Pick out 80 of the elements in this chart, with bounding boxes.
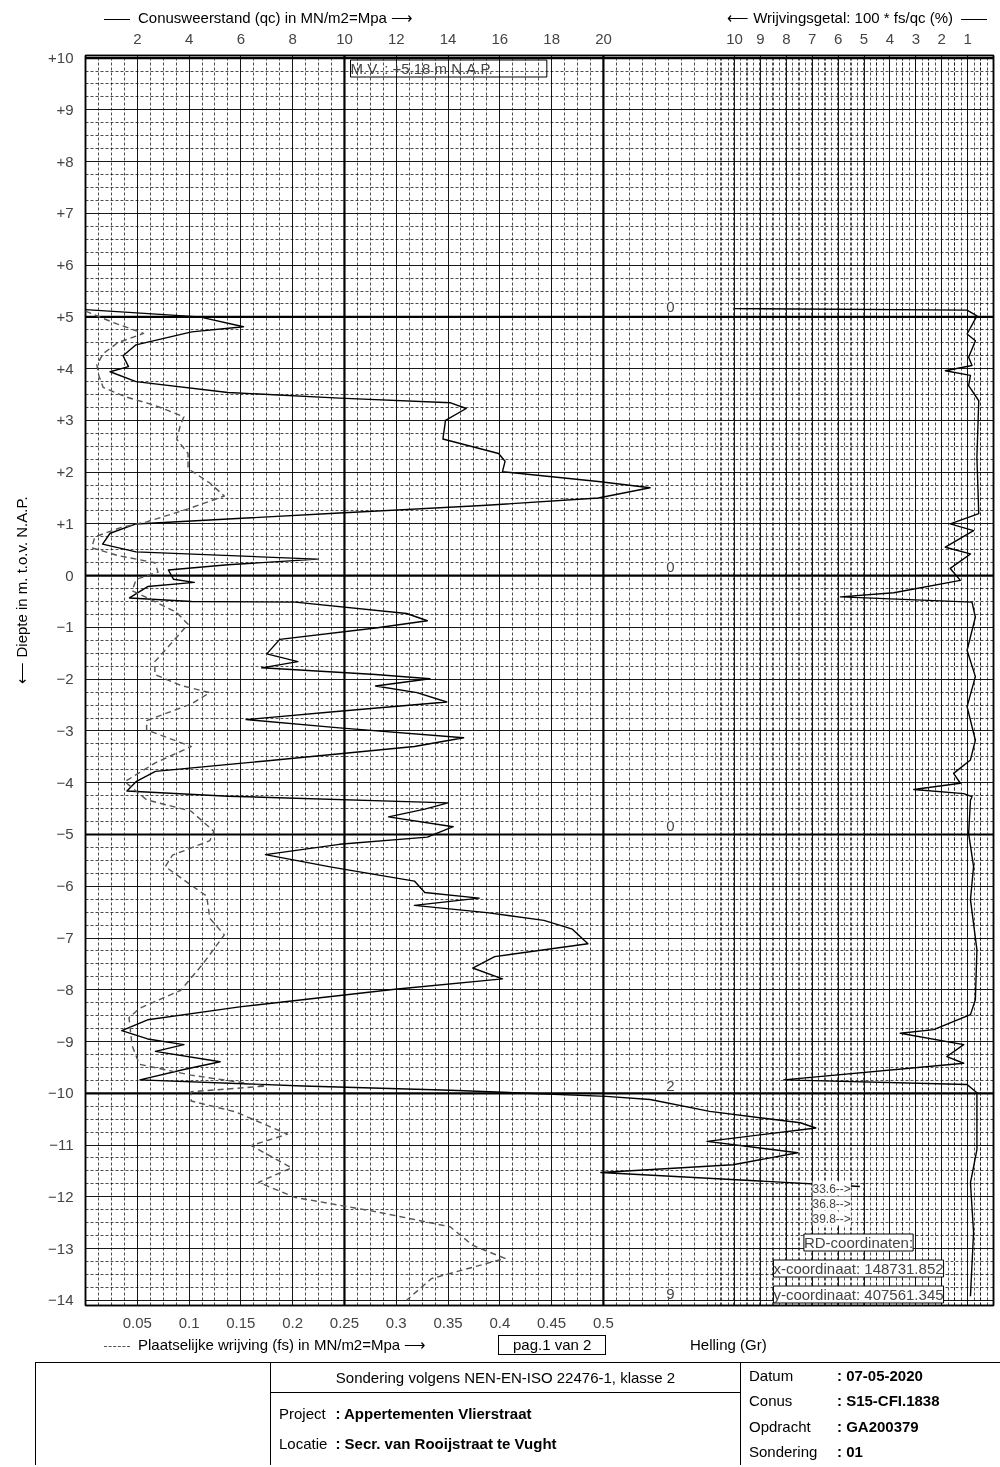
text: Helling (Gr) (690, 1336, 767, 1353)
text: Opdracht (748, 1416, 812, 1437)
annotation: 36.8--> (812, 1196, 851, 1211)
y-tick-label: −8 (56, 980, 74, 998)
annotation: 0 (666, 297, 675, 315)
x2-tick-label: 14 (439, 29, 457, 47)
text: : 01 (836, 1442, 864, 1463)
x-tick-label: 7 (808, 29, 817, 47)
x-axis-title: Plaatselijke wrijving (fs) in MN/m2=Mpa ⟶ (138, 1336, 427, 1353)
x-axis-title: ⟵ Wrijvingsgetal: 100 * fs/qc (%) (727, 9, 953, 26)
x-tick-label: 3 (911, 29, 920, 47)
x2-axis-title: Conusweerstand (qc) in MN/m2=Mpa ⟶ (138, 9, 414, 26)
text: Sondering (748, 1442, 819, 1463)
text: Sondering volgens NEN-EN-ISO 22476-1, klasse 2 (271, 1363, 740, 1394)
y-tick-label: −10 (48, 1084, 74, 1102)
x-tick-label: 10 (726, 29, 743, 47)
y-tick-label: −6 (56, 877, 74, 895)
text: : Appertementen Vlierstraat (335, 1404, 533, 1425)
x2-tick-label: 18 (543, 29, 561, 47)
line-series (85, 310, 506, 1302)
x2-tick-label: 12 (387, 29, 405, 47)
y-tick-label: +1 (56, 514, 74, 532)
annotation: x-coordinaat: 148731.852 (773, 1260, 944, 1277)
y-tick-label: −11 (49, 1136, 74, 1154)
text: : Secr. van Rooijstraat te Vught (335, 1433, 557, 1454)
y-tick-label: −5 (56, 825, 74, 843)
y-tick-label: −7 (56, 929, 74, 947)
x-tick-label: 0.3 (385, 1313, 407, 1331)
y-tick-label: +10 (48, 49, 74, 67)
x-tick-label: 0.5 (592, 1313, 614, 1331)
x-tick-label: 8 (782, 29, 791, 47)
y-tick-label: −9 (56, 1032, 74, 1050)
x-tick-label: 4 (885, 29, 895, 47)
x-tick-label: 0.4 (489, 1313, 511, 1331)
x-tick-label: 0.25 (329, 1313, 360, 1331)
x-tick-label: 0.45 (537, 1313, 567, 1331)
y-tick-label: −12 (48, 1187, 74, 1205)
y-tick-label: 0 (65, 566, 74, 584)
text: : GA200379 (836, 1416, 920, 1437)
y-tick-label: +2 (56, 463, 74, 481)
text: Project (278, 1404, 327, 1425)
text: : S15-CFI.1838 (836, 1391, 941, 1412)
annotation: 2 (666, 1076, 675, 1094)
y-tick-label: −13 (48, 1239, 74, 1257)
text: Locatie (278, 1433, 329, 1454)
x-tick-label: 0.35 (433, 1313, 463, 1331)
annotation: 0 (666, 557, 675, 575)
text: Datum (748, 1366, 795, 1386)
y-tick-label: −2 (56, 670, 74, 688)
y-tick-label: −4 (56, 773, 74, 791)
y-tick-label: +5 (56, 307, 74, 325)
x-tick-label: 0.15 (226, 1313, 256, 1331)
annotation: RD-coordinaten: (803, 1234, 914, 1251)
y-tick-label: +9 (56, 100, 74, 118)
x-tick-label: 2 (937, 29, 946, 47)
annotation: 0 (666, 816, 675, 834)
text: Conus (748, 1391, 794, 1412)
annotation: 9 (666, 1284, 675, 1302)
x-tick-label: 0.2 (282, 1313, 304, 1331)
y-axis-title: ⟵ Diepte in m. t.o.v. N.A.P. (13, 496, 30, 684)
x-tick-label: 1 (963, 29, 972, 47)
x-tick-label: 9 (756, 29, 765, 47)
y-tick-label: +6 (56, 256, 74, 274)
y-tick-label: −1 (56, 618, 74, 636)
text: : 07-05-2020 (836, 1366, 924, 1386)
y-tick-label: +4 (56, 359, 74, 377)
text: pag.1 van 2 (513, 1336, 592, 1353)
x-tick-label: 0.1 (178, 1313, 200, 1331)
annotation: 39.8--> (812, 1211, 851, 1226)
y-tick-label: +3 (56, 411, 74, 429)
y-tick-label: −3 (56, 721, 74, 739)
x-tick-label: 5 (859, 29, 869, 47)
annotation: 33.6--> (812, 1181, 851, 1196)
x2-tick-label: 20 (595, 29, 612, 47)
x-tick-label: 0.05 (122, 1313, 152, 1331)
y-tick-label: −14 (48, 1291, 74, 1309)
y-tick-label: +8 (56, 152, 74, 170)
x2-tick-label: 16 (491, 29, 509, 47)
x-tick-label: 6 (833, 29, 843, 47)
y-tick-label: +7 (56, 204, 74, 222)
